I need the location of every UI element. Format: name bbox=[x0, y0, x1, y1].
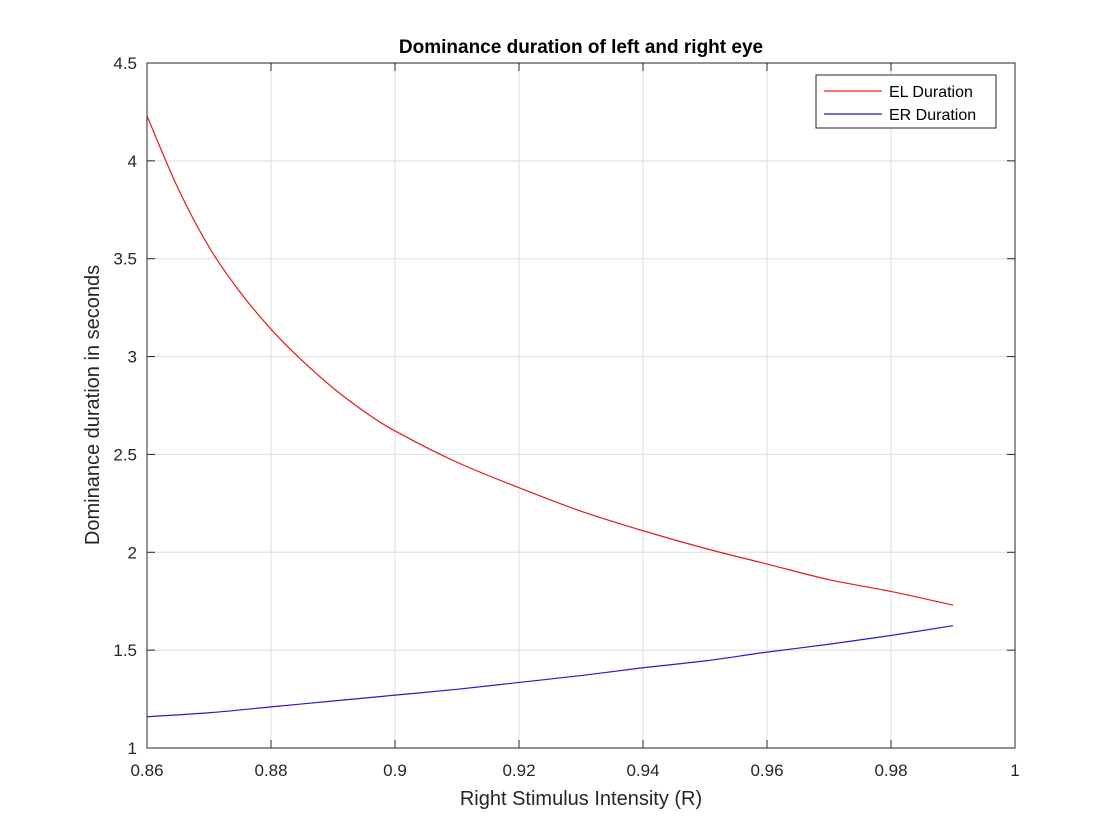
x-tick-label: 0.94 bbox=[626, 761, 659, 780]
x-tick-label: 1 bbox=[1010, 761, 1019, 780]
y-axis-label: Dominance duration in seconds bbox=[82, 265, 104, 545]
plot-frame bbox=[146, 62, 1016, 749]
x-tick-label: 0.86 bbox=[130, 761, 163, 780]
x-tick-label: 0.88 bbox=[254, 761, 287, 780]
y-tick-label: 3 bbox=[128, 348, 137, 367]
legend-label-el-duration: EL Duration bbox=[889, 84, 973, 101]
x-tick-label: 0.9 bbox=[383, 761, 407, 780]
y-tick-label: 2 bbox=[128, 543, 137, 562]
y-tick-label: 1.5 bbox=[113, 641, 137, 660]
legend-label-er-duration: ER Duration bbox=[889, 107, 976, 124]
x-tick-label: 0.92 bbox=[502, 761, 535, 780]
x-axis-label: Right Stimulus Intensity (R) bbox=[460, 788, 702, 810]
x-tick-label: 0.96 bbox=[750, 761, 783, 780]
y-tick-label: 4 bbox=[128, 152, 137, 171]
y-tick-label: 4.5 bbox=[113, 54, 137, 73]
series-line-er-duration bbox=[146, 625, 954, 718]
legend: EL Duration ER Duration bbox=[815, 74, 997, 129]
series-line-el-duration bbox=[146, 115, 954, 606]
plot-area bbox=[147, 63, 1015, 748]
y-tick-label: 1 bbox=[128, 739, 137, 758]
y-tick-label: 2.5 bbox=[113, 445, 137, 464]
legend-box bbox=[815, 74, 997, 129]
x-tick-label: 0.98 bbox=[874, 761, 907, 780]
series-layer bbox=[146, 115, 954, 718]
chart-title: Dominance duration of left and right eye bbox=[399, 37, 763, 58]
axis-ticks: 0.86 0.88 0.9 0.92 0.94 0.96 0.98 1 1 1.5 2 2.5 3 3.5… bbox=[113, 54, 1019, 780]
y-tick-label: 3.5 bbox=[113, 250, 137, 269]
